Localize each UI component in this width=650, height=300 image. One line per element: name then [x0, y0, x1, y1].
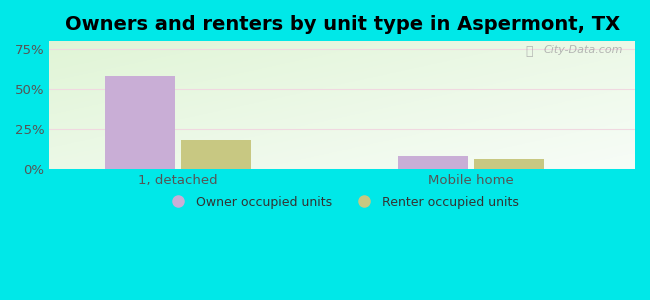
- Bar: [181, 140, 252, 169]
- Bar: [474, 159, 544, 169]
- Text: City-Data.com: City-Data.com: [544, 45, 623, 55]
- Bar: [105, 76, 176, 169]
- Title: Owners and renters by unit type in Aspermont, TX: Owners and renters by unit type in Asper…: [65, 15, 620, 34]
- Bar: [398, 156, 468, 169]
- Legend: Owner occupied units, Renter occupied units: Owner occupied units, Renter occupied un…: [160, 191, 525, 214]
- Text: ⦿: ⦿: [525, 45, 532, 58]
